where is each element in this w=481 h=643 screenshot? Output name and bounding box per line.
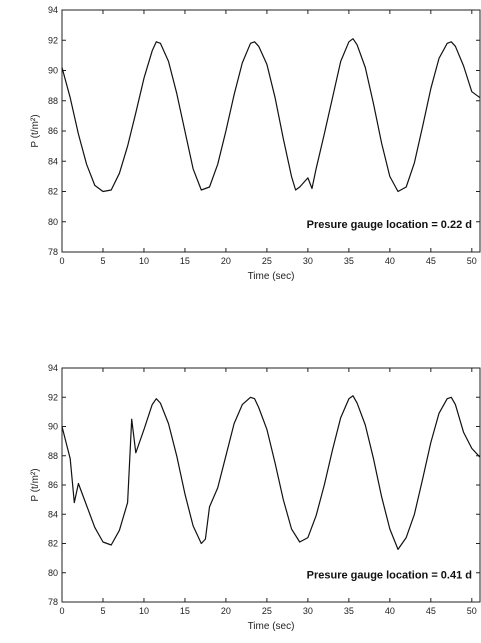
y-axis-label: P (t/m²)	[30, 114, 41, 147]
x-tick-label: 45	[426, 256, 436, 266]
plot-frame	[61, 367, 481, 603]
x-tick-label: 5	[100, 606, 105, 616]
x-tick-label: 25	[262, 606, 272, 616]
x-axis-label: Time (sec)	[248, 271, 295, 282]
plot-frame	[61, 9, 481, 253]
x-tick-label: 40	[385, 256, 395, 266]
y-tick-label: 78	[48, 597, 58, 607]
y-tick-label: 86	[48, 480, 58, 490]
y-tick-label: 82	[48, 539, 58, 549]
y-tick-label: 90	[48, 422, 58, 432]
x-tick-label: 0	[59, 606, 64, 616]
x-tick-label: 40	[385, 606, 395, 616]
y-tick-label: 90	[48, 66, 58, 76]
x-axis-label: Time (sec)	[248, 621, 295, 632]
x-tick-label: 30	[303, 606, 313, 616]
x-tick-label: 10	[139, 256, 149, 266]
x-tick-label: 20	[221, 256, 231, 266]
y-tick-label: 92	[48, 392, 58, 402]
x-tick-label: 30	[303, 256, 313, 266]
x-tick-label: 10	[139, 606, 149, 616]
y-tick-label: 82	[48, 187, 58, 197]
y-tick-label: 94	[48, 5, 58, 15]
x-tick-label: 45	[426, 606, 436, 616]
chart-svg-bottom: 78 80 82 84 86 88 90 92 94 0 5 10 15 20 25 30 35 40 45 50 Ti…	[30, 363, 481, 632]
x-tick-label: 35	[344, 256, 354, 266]
x-tick-label: 50	[467, 606, 477, 616]
y-tick-label: 88	[48, 451, 58, 461]
y-tick-label: 84	[48, 509, 58, 519]
y-tick-label: 94	[48, 363, 58, 373]
series-line-0	[61, 38, 481, 193]
x-tick-label: 50	[467, 256, 477, 266]
y-tick-label: 78	[48, 247, 58, 257]
x-tick-label: 35	[344, 606, 354, 616]
y-axis-label: P (t/m²)	[30, 468, 41, 501]
y-tick-label: 86	[48, 126, 58, 136]
series-line-0	[61, 395, 481, 550]
y-tick-label: 84	[48, 156, 58, 166]
y-tick-label: 80	[48, 568, 58, 578]
pressure-chart-0.41d: 78 80 82 84 86 88 90 92 94 0 5 10 15 20 25 30 35 40 45 50 Ti…	[0, 360, 481, 643]
x-tick-label: 5	[100, 256, 105, 266]
x-tick-label: 25	[262, 256, 272, 266]
x-tick-label: 0	[59, 256, 64, 266]
gauge-location-annotation: Presure gauge location = 0.41 d	[307, 570, 472, 582]
y-tick-label: 88	[48, 96, 58, 106]
x-tick-label: 15	[180, 256, 190, 266]
gauge-location-annotation: Presure gauge location = 0.22 d	[307, 219, 472, 231]
x-tick-label: 20	[221, 606, 231, 616]
x-tick-label: 15	[180, 606, 190, 616]
y-tick-label: 92	[48, 35, 58, 45]
y-tick-label: 80	[48, 217, 58, 227]
pressure-chart-0.22d: 78 80 82 84 86 88 90 92 94 0 5 10 15 20 25 30 35 40 45 50 Ti…	[0, 0, 481, 300]
chart-svg-top: 78 80 82 84 86 88 90 92 94 0 5 10 15 20 25 30 35 40 45 50 Ti…	[30, 5, 481, 282]
